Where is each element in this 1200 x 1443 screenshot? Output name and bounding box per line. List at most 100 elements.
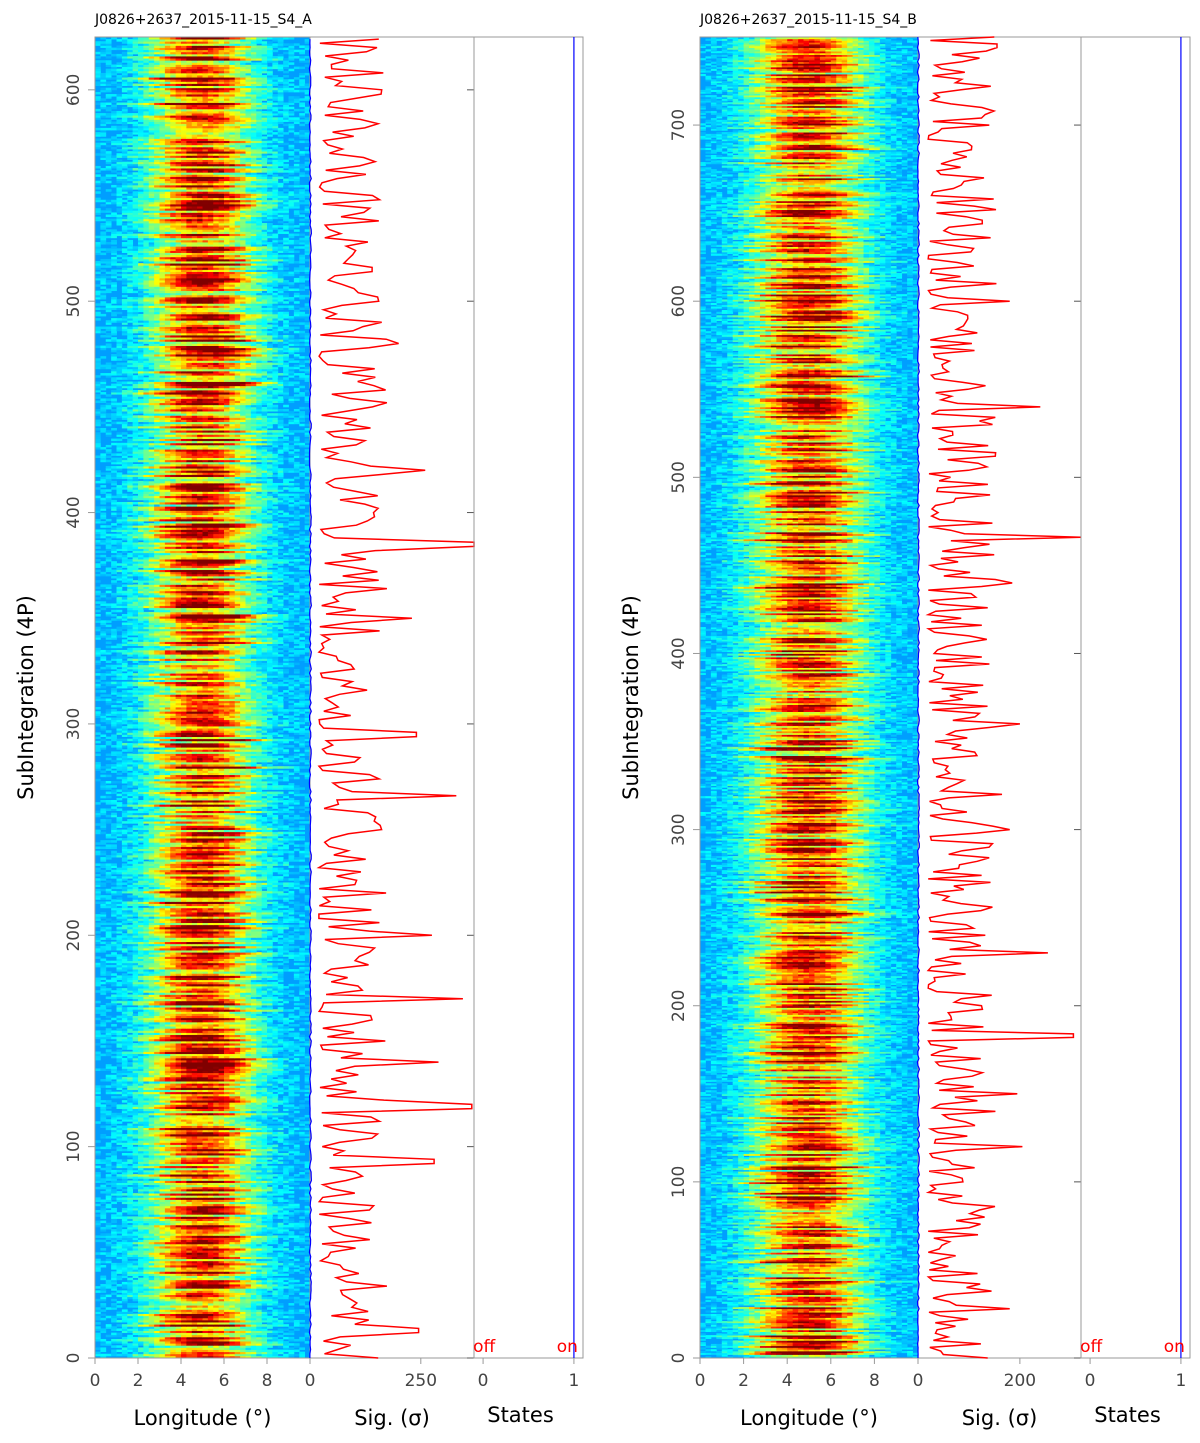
heatmap-cell [294, 1183, 300, 1186]
heatmap-cell [117, 1225, 123, 1228]
heatmap-cell [143, 1187, 149, 1190]
heatmap-cell [122, 1290, 128, 1293]
heatmap-cell [272, 1278, 278, 1281]
heatmap-cell [100, 1221, 106, 1224]
heatmap-cell [267, 1307, 273, 1310]
heatmap-cell [111, 1326, 117, 1329]
heatmap-cell [283, 1166, 289, 1169]
heatmap-cell [283, 1273, 289, 1276]
heatmap-cell [278, 1189, 284, 1192]
heatmap-cell [133, 1216, 139, 1219]
heatmap-cell [106, 1157, 112, 1160]
heatmap-cell [289, 1191, 295, 1194]
heatmap-cell [272, 1223, 278, 1226]
heatmap-cell [278, 1267, 284, 1270]
heatmap-cell [299, 1252, 305, 1255]
heatmap-cell [122, 1197, 128, 1200]
heatmap-cell [283, 1235, 289, 1238]
heatmap-cell [111, 1316, 117, 1319]
heatmap-cell [283, 1242, 289, 1245]
heatmap-cell [299, 1216, 305, 1219]
heatmap-cell [262, 1324, 268, 1327]
heatmap-cell [117, 1333, 123, 1336]
heatmap-cell [283, 1337, 289, 1340]
heatmap-cell [95, 1252, 101, 1255]
heatmap-cell [294, 1284, 300, 1287]
heatmap-cell [95, 1221, 101, 1224]
heatmap-cell [299, 1324, 305, 1327]
heatmap-cell [289, 1307, 295, 1310]
heatmap-cell [294, 1320, 300, 1323]
heatmap-cell [95, 1322, 101, 1325]
heatmap-cell [127, 1225, 133, 1228]
heatmap-cell [278, 1263, 284, 1266]
heatmap-cell [283, 1199, 289, 1202]
heatmap-cell [122, 1216, 128, 1219]
heatmap-cell [299, 1271, 305, 1274]
heatmap-cell [111, 1286, 117, 1289]
heatmap-cell [117, 1147, 123, 1150]
heatmap-cell [272, 1235, 278, 1238]
heatmap-cell [294, 1350, 300, 1353]
heatmap-cell [299, 1161, 305, 1164]
heatmap-cell [117, 1170, 123, 1173]
heatmap-cell [278, 1244, 284, 1247]
heatmap-cell [111, 1151, 117, 1154]
heatmap-cell [299, 1284, 305, 1287]
heatmap-cell [272, 1157, 278, 1160]
heatmap-cell [106, 1354, 112, 1357]
heatmap-cell [117, 1350, 123, 1353]
heatmap-cell [299, 1178, 305, 1181]
heatmap-cell [106, 1316, 112, 1319]
heatmap-cell [122, 1347, 128, 1350]
heatmap-cell [95, 1151, 101, 1154]
heatmap-cell [294, 1166, 300, 1169]
heatmap-cell [100, 1318, 106, 1321]
heatmap-cell [111, 1271, 117, 1274]
heatmap-cell [100, 1284, 106, 1287]
heatmap-cell [133, 1193, 139, 1196]
heatmap-cell [106, 1252, 112, 1255]
heatmap-cell [106, 1341, 112, 1344]
heatmap-cell [111, 1166, 117, 1169]
heatmap-cell [133, 1202, 139, 1205]
heatmap-cell [95, 1326, 101, 1329]
heatmap-cell [278, 1166, 284, 1169]
heatmap-cell [299, 1235, 305, 1238]
heatmap-cell [283, 1248, 289, 1251]
heatmap-cell [111, 1225, 117, 1228]
heatmap-cell [106, 1174, 112, 1177]
heatmap-cell [283, 1324, 289, 1327]
heatmap-cell [272, 1197, 278, 1200]
heatmap-cell [283, 1204, 289, 1207]
heatmap-cell [111, 1345, 117, 1348]
heatmap-cell [95, 1290, 101, 1293]
heatmap-cell [289, 1250, 295, 1253]
heatmap-cell [106, 1204, 112, 1207]
heatmap-cell [272, 1174, 278, 1177]
heatmap-cell [138, 1278, 144, 1281]
heatmap-cell [100, 1233, 106, 1236]
heatmap-cell [299, 1267, 305, 1270]
heatmap-cell [111, 1350, 117, 1353]
heatmap-cell [106, 1324, 112, 1327]
heatmap-cell [289, 1326, 295, 1329]
heatmap-cell [100, 1191, 106, 1194]
heatmap-cell [283, 1225, 289, 1228]
heatmap-cell [100, 1309, 106, 1312]
heatmap-cell [95, 1235, 101, 1238]
heatmap-cell [278, 1328, 284, 1331]
heatmap-cell [283, 1328, 289, 1331]
heatmap-cell [289, 1195, 295, 1198]
heatmap-cell [95, 1210, 101, 1213]
heatmap-cell [283, 1316, 289, 1319]
heatmap-cell [122, 1189, 128, 1192]
heatmap-cell [299, 1231, 305, 1234]
heatmap-cell [272, 1248, 278, 1251]
heatmap-cell [106, 1210, 112, 1213]
heatmap-cell [111, 1176, 117, 1179]
heatmap-cell [289, 1149, 295, 1152]
heatmap-cell [111, 1202, 117, 1205]
heatmap-cell [95, 1347, 101, 1350]
heatmap-cell [267, 1312, 273, 1315]
